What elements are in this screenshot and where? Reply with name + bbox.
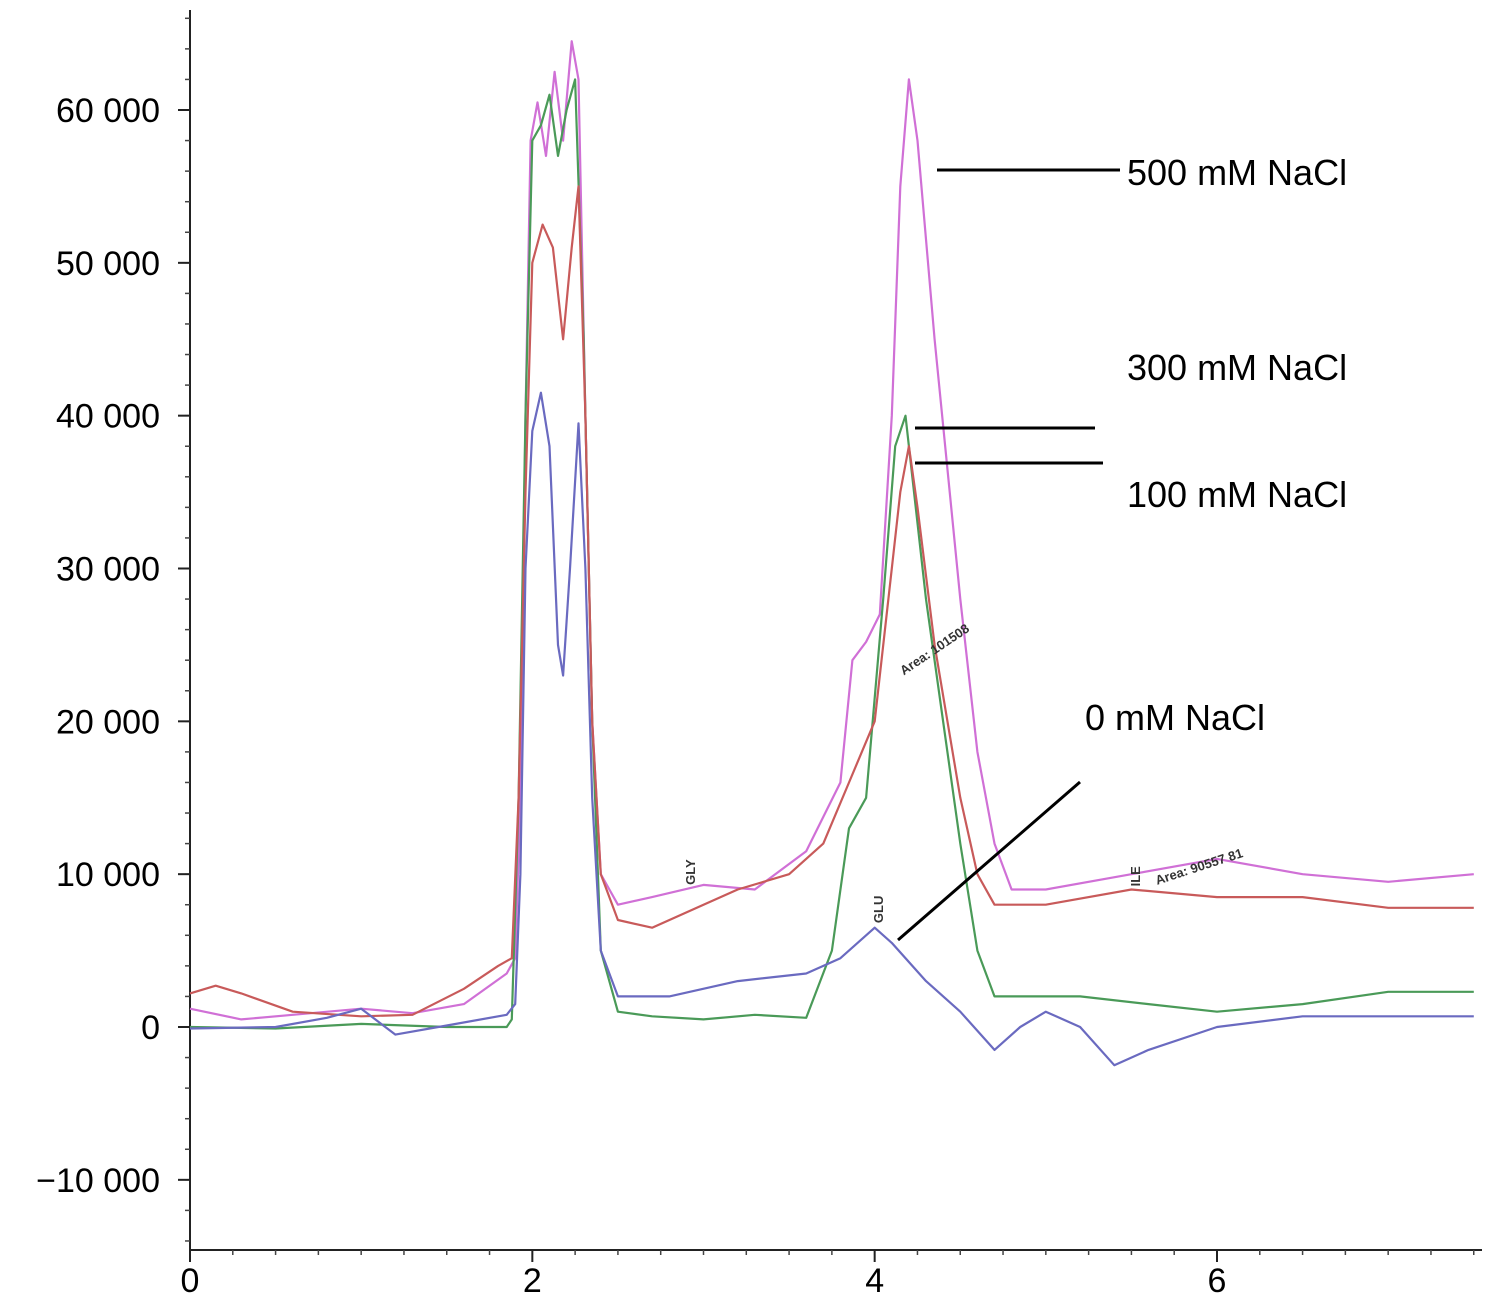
y-tick-label: 20 000 (56, 703, 160, 741)
peak-label: GLY (683, 859, 698, 885)
series-annotation-0-mm-nacl: 0 mM NaCl (1085, 697, 1265, 738)
peak-label: Area: 90557 81 (1153, 845, 1244, 887)
x-tick-label: 2 (523, 1262, 542, 1300)
y-tick-label: 10 000 (56, 856, 160, 894)
series-line-0-mm-nacl (189, 391, 1474, 1067)
x-tick-label: 0 (181, 1262, 200, 1300)
series-annotation-500-mm-nacl: 500 mM NaCl (1127, 152, 1347, 193)
y-tick-label: 50 000 (56, 245, 160, 283)
series-layer (189, 40, 1474, 1067)
peak-label: ILE (1128, 866, 1143, 887)
x-tick-label: 6 (1208, 1262, 1227, 1300)
y-tick-label: 0 (141, 1009, 160, 1047)
annotations-layer: 500 mM NaCl 300 mM NaCl 100 mM NaCl 0 mM Na… (683, 152, 1347, 942)
series-line-100-mm-nacl (189, 185, 1474, 1018)
x-tick-label: 4 (865, 1262, 884, 1300)
series-line-500-mm-nacl (189, 40, 1474, 1021)
y-tick-label: 30 000 (56, 551, 160, 589)
peak-label: GLU (871, 896, 886, 923)
series-annotation-100-mm-nacl: 100 mM NaCl (1127, 474, 1347, 515)
y-tick-label: −10 000 (36, 1162, 160, 1200)
peak-label: Area: 101508 (897, 621, 972, 678)
series-annotation-300-mm-nacl: 300 mM NaCl (1127, 347, 1347, 388)
leader-line-0-mm-nacl (897, 780, 1081, 942)
y-tick-label: 40 000 (56, 398, 160, 436)
y-tick-label: 60 000 (56, 92, 160, 130)
series-line-300-mm-nacl (189, 78, 1474, 1030)
